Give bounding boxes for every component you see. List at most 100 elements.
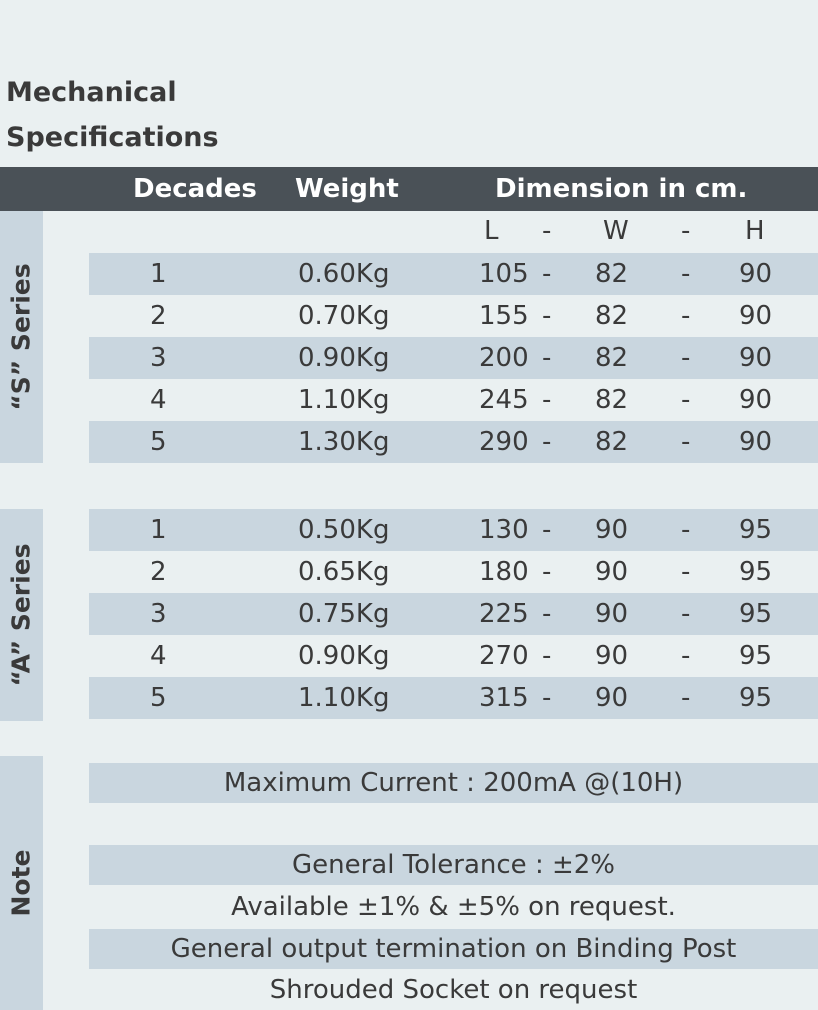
dash-cell: - xyxy=(542,301,552,331)
table-row: 5 1.10Kg 315 - 90 - 95 xyxy=(89,677,818,719)
height-cell: 95 xyxy=(739,683,773,713)
width-cell: 90 xyxy=(595,641,629,671)
table-row: 3 0.90Kg 200 - 82 - 90 xyxy=(89,337,818,379)
decades-cell: 2 xyxy=(150,557,167,587)
width-cell: 82 xyxy=(595,385,629,415)
header-dimension: Dimension in cm. xyxy=(495,174,748,204)
table-row: 4 1.10Kg 245 - 82 - 90 xyxy=(89,379,818,421)
subheader-dash-2: - xyxy=(681,216,691,246)
length-cell: 105 xyxy=(479,259,529,289)
dash-cell: - xyxy=(542,599,552,629)
length-cell: 225 xyxy=(479,599,529,629)
dash-cell: - xyxy=(681,385,691,415)
dimension-subheader-row: L - W - H xyxy=(89,210,818,252)
height-cell: 90 xyxy=(739,259,773,289)
subheader-dash-1: - xyxy=(542,216,552,246)
weight-cell: 0.50Kg xyxy=(298,515,390,545)
note-termination: General output termination on Binding Po… xyxy=(89,929,818,969)
height-cell: 95 xyxy=(739,515,773,545)
note-socket: Shrouded Socket on request xyxy=(269,975,638,1005)
height-cell: 95 xyxy=(739,557,773,587)
length-cell: 315 xyxy=(479,683,529,713)
dash-cell: - xyxy=(542,385,552,415)
table-header: Decades Weight Dimension in cm. xyxy=(0,167,818,211)
dash-cell: - xyxy=(542,557,552,587)
length-cell: 270 xyxy=(479,641,529,671)
weight-cell: 0.90Kg xyxy=(298,343,390,373)
decades-cell: 1 xyxy=(150,259,167,289)
dash-cell: - xyxy=(542,427,552,457)
dash-cell: - xyxy=(681,641,691,671)
decades-cell: 1 xyxy=(150,515,167,545)
width-cell: 82 xyxy=(595,301,629,331)
dash-cell: - xyxy=(681,259,691,289)
width-cell: 82 xyxy=(595,259,629,289)
note-band: Note xyxy=(0,756,43,1010)
table-row: 1 0.50Kg 130 - 90 - 95 xyxy=(89,509,818,551)
weight-cell: 1.30Kg xyxy=(298,427,390,457)
table-row: 5 1.30Kg 290 - 82 - 90 xyxy=(89,421,818,463)
weight-cell: 0.65Kg xyxy=(298,557,390,587)
table-row: 2 0.65Kg 180 - 90 - 95 xyxy=(89,551,818,593)
weight-cell: 1.10Kg xyxy=(298,385,390,415)
height-cell: 90 xyxy=(739,301,773,331)
note-tolerance: General Tolerance : ±2% xyxy=(89,845,818,885)
weight-cell: 1.10Kg xyxy=(298,683,390,713)
table-row: 3 0.75Kg 225 - 90 - 95 xyxy=(89,593,818,635)
note-spacer xyxy=(89,803,818,843)
weight-cell: 0.70Kg xyxy=(298,301,390,331)
dash-cell: - xyxy=(681,427,691,457)
length-cell: 180 xyxy=(479,557,529,587)
dash-cell: - xyxy=(681,301,691,331)
length-cell: 290 xyxy=(479,427,529,457)
height-cell: 90 xyxy=(739,385,773,415)
dash-cell: - xyxy=(681,599,691,629)
subheader-w: W xyxy=(603,216,629,246)
width-cell: 90 xyxy=(595,515,629,545)
height-cell: 90 xyxy=(739,343,773,373)
decades-cell: 2 xyxy=(150,301,167,331)
dash-cell: - xyxy=(542,515,552,545)
dash-cell: - xyxy=(542,343,552,373)
width-cell: 90 xyxy=(595,557,629,587)
weight-cell: 0.60Kg xyxy=(298,259,390,289)
dash-cell: - xyxy=(542,259,552,289)
a-series-label: “A” Series xyxy=(6,543,36,687)
a-series-band: “A” Series xyxy=(0,509,43,721)
page-title: Mechanical Specifications xyxy=(6,70,219,160)
width-cell: 90 xyxy=(595,599,629,629)
height-cell: 95 xyxy=(739,641,773,671)
table-row: 4 0.90Kg 270 - 90 - 95 xyxy=(89,635,818,677)
width-cell: 82 xyxy=(595,427,629,457)
title-line-2: Specifications xyxy=(6,122,219,153)
s-series-band: “S” Series xyxy=(0,211,43,463)
length-cell: 200 xyxy=(479,343,529,373)
dash-cell: - xyxy=(681,515,691,545)
subheader-l: L xyxy=(484,216,499,246)
note-available: Available ±1% & ±5% on request. xyxy=(231,892,676,922)
weight-cell: 0.90Kg xyxy=(298,641,390,671)
title-line-1: Mechanical xyxy=(6,77,177,108)
header-decades: Decades xyxy=(133,174,257,204)
subheader-h: H xyxy=(745,216,765,246)
width-cell: 90 xyxy=(595,683,629,713)
dash-cell: - xyxy=(542,683,552,713)
table-row: 1 0.60Kg 105 - 82 - 90 xyxy=(89,253,818,295)
decades-cell: 3 xyxy=(150,343,167,373)
decades-cell: 5 xyxy=(150,427,167,457)
header-weight: Weight xyxy=(295,174,399,204)
weight-cell: 0.75Kg xyxy=(298,599,390,629)
length-cell: 130 xyxy=(479,515,529,545)
dash-cell: - xyxy=(542,641,552,671)
width-cell: 82 xyxy=(595,343,629,373)
dash-cell: - xyxy=(681,343,691,373)
s-series-label: “S” Series xyxy=(6,263,36,411)
decades-cell: 4 xyxy=(150,641,167,671)
length-cell: 245 xyxy=(479,385,529,415)
table-row: 2 0.70Kg 155 - 82 - 90 xyxy=(89,295,818,337)
length-cell: 155 xyxy=(479,301,529,331)
dash-cell: - xyxy=(681,683,691,713)
height-cell: 95 xyxy=(739,599,773,629)
dash-cell: - xyxy=(681,557,691,587)
decades-cell: 4 xyxy=(150,385,167,415)
